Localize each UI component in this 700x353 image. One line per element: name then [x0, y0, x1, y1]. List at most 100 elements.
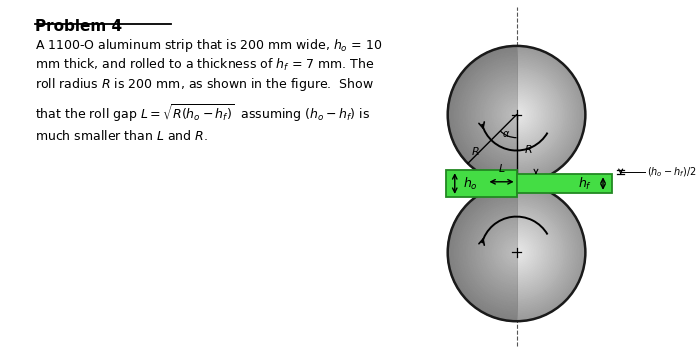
Circle shape: [508, 106, 525, 123]
Text: much smaller than $L$ and $R$.: much smaller than $L$ and $R$.: [35, 129, 208, 143]
Wedge shape: [513, 111, 517, 118]
Circle shape: [467, 65, 566, 164]
Circle shape: [498, 233, 536, 271]
Wedge shape: [477, 213, 517, 292]
Circle shape: [482, 80, 551, 149]
Text: $\alpha$: $\alpha$: [503, 129, 511, 139]
Wedge shape: [484, 220, 517, 285]
Wedge shape: [492, 228, 517, 276]
Wedge shape: [472, 208, 517, 297]
Circle shape: [479, 215, 554, 290]
Wedge shape: [505, 103, 517, 127]
Text: $R$: $R$: [470, 145, 480, 157]
Circle shape: [465, 63, 568, 166]
Wedge shape: [499, 97, 517, 132]
Circle shape: [458, 56, 575, 173]
Circle shape: [501, 99, 532, 130]
Circle shape: [482, 218, 551, 287]
Wedge shape: [486, 84, 517, 146]
Wedge shape: [461, 60, 517, 170]
Wedge shape: [475, 211, 517, 294]
Wedge shape: [451, 49, 517, 180]
Wedge shape: [508, 106, 517, 123]
Circle shape: [492, 91, 540, 139]
Circle shape: [470, 68, 563, 161]
Wedge shape: [501, 99, 517, 130]
Wedge shape: [454, 53, 517, 176]
Circle shape: [491, 89, 542, 140]
Circle shape: [510, 108, 524, 121]
Circle shape: [501, 237, 532, 268]
Circle shape: [514, 113, 518, 116]
Wedge shape: [512, 247, 517, 258]
Wedge shape: [492, 91, 517, 139]
Wedge shape: [448, 46, 517, 184]
Wedge shape: [498, 233, 517, 271]
Circle shape: [477, 213, 556, 292]
Wedge shape: [463, 61, 517, 168]
Circle shape: [489, 225, 544, 280]
Wedge shape: [510, 108, 517, 121]
Circle shape: [467, 203, 566, 302]
Circle shape: [489, 87, 544, 142]
Circle shape: [480, 79, 553, 151]
Wedge shape: [475, 73, 517, 156]
Wedge shape: [498, 96, 517, 134]
Circle shape: [499, 235, 533, 270]
Circle shape: [460, 58, 573, 172]
Wedge shape: [473, 209, 517, 295]
Circle shape: [449, 48, 584, 182]
Wedge shape: [494, 230, 517, 275]
Wedge shape: [467, 65, 517, 164]
Wedge shape: [489, 225, 517, 280]
Wedge shape: [496, 232, 517, 273]
Wedge shape: [499, 235, 517, 270]
Wedge shape: [453, 51, 517, 178]
Circle shape: [510, 246, 524, 259]
Circle shape: [480, 216, 553, 288]
Wedge shape: [514, 251, 517, 254]
Wedge shape: [503, 239, 517, 266]
Wedge shape: [468, 66, 517, 163]
Wedge shape: [451, 187, 517, 318]
Wedge shape: [460, 58, 517, 172]
Circle shape: [458, 194, 575, 311]
Circle shape: [477, 75, 556, 154]
Wedge shape: [484, 82, 517, 148]
Circle shape: [506, 104, 527, 125]
Circle shape: [503, 239, 531, 266]
Circle shape: [472, 208, 561, 297]
Circle shape: [451, 49, 582, 180]
Circle shape: [513, 111, 520, 118]
Wedge shape: [480, 216, 517, 288]
Wedge shape: [487, 223, 517, 282]
Wedge shape: [458, 194, 517, 311]
Wedge shape: [468, 204, 517, 301]
Circle shape: [468, 66, 565, 163]
Wedge shape: [491, 89, 517, 140]
Wedge shape: [489, 87, 517, 142]
Wedge shape: [463, 199, 517, 306]
Wedge shape: [482, 80, 517, 149]
Text: $L$: $L$: [498, 162, 505, 174]
Circle shape: [486, 84, 547, 146]
Circle shape: [508, 244, 525, 261]
Text: $h_o$: $h_o$: [463, 175, 477, 192]
Circle shape: [505, 240, 528, 264]
Wedge shape: [467, 203, 517, 302]
Wedge shape: [479, 215, 517, 290]
Circle shape: [454, 191, 578, 315]
Wedge shape: [470, 206, 517, 299]
Wedge shape: [449, 48, 517, 182]
Circle shape: [461, 60, 572, 170]
Text: $R$: $R$: [524, 143, 533, 155]
Circle shape: [487, 223, 546, 282]
Circle shape: [496, 232, 537, 273]
Wedge shape: [456, 192, 517, 313]
Circle shape: [465, 201, 568, 304]
Wedge shape: [477, 75, 517, 154]
Text: roll radius $R$ is 200 mm, as shown in the figure.  Show: roll radius $R$ is 200 mm, as shown in t…: [35, 76, 374, 93]
Wedge shape: [473, 72, 517, 158]
Circle shape: [487, 85, 546, 144]
Circle shape: [472, 70, 561, 160]
